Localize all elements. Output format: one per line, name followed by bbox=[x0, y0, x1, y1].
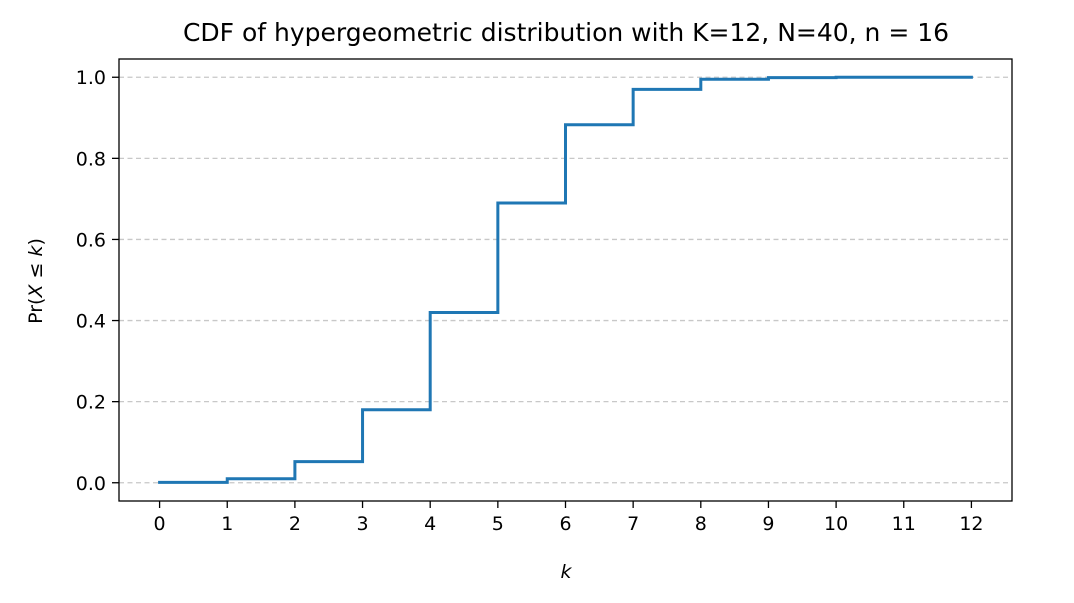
y-axis-label-suffix: ) bbox=[25, 238, 47, 245]
ticks-layer: 0 1 2 3 4 5 6 7 8 9 10 11 120.00.20.40.60.81.0 bbox=[76, 67, 984, 535]
y-tick-label: 0.0 bbox=[76, 473, 106, 495]
y-tick-label: 0.8 bbox=[76, 148, 106, 170]
chart-title: CDF of hypergeometric distribution with … bbox=[183, 18, 949, 47]
x-tick-label: 7 bbox=[627, 513, 639, 535]
x-tick-label: 6 bbox=[559, 513, 571, 535]
series-layer bbox=[158, 75, 973, 484]
x-tick-label: 0 bbox=[154, 513, 166, 535]
x-tick-label: 10 bbox=[824, 513, 848, 535]
y-axis-label-prefix: Pr( bbox=[25, 298, 47, 324]
x-tick-label: 8 bbox=[695, 513, 707, 535]
x-tick-label: 12 bbox=[959, 513, 983, 535]
x-tick-label: 11 bbox=[892, 513, 916, 535]
y-tick-label: 0.6 bbox=[76, 229, 106, 251]
y-axis-label: Pr(X ≤ k) bbox=[25, 238, 47, 324]
cdf-step-line bbox=[158, 75, 973, 484]
x-tick-label: 5 bbox=[492, 513, 504, 535]
y-axis-label-op: ≤ bbox=[25, 257, 47, 285]
x-tick-label: 3 bbox=[356, 513, 368, 535]
x-tick-label: 2 bbox=[289, 513, 301, 535]
y-tick-label: 1.0 bbox=[76, 67, 106, 89]
x-axis-label: k bbox=[560, 561, 572, 583]
y-axis-label-var: X bbox=[25, 284, 47, 299]
y-tick-label: 0.2 bbox=[76, 392, 106, 414]
y-tick-label: 0.4 bbox=[76, 311, 106, 333]
y-axis-label-var2: k bbox=[25, 245, 47, 257]
x-tick-label: 4 bbox=[424, 513, 436, 535]
x-tick-label: 9 bbox=[762, 513, 774, 535]
x-tick-label: 1 bbox=[221, 513, 233, 535]
